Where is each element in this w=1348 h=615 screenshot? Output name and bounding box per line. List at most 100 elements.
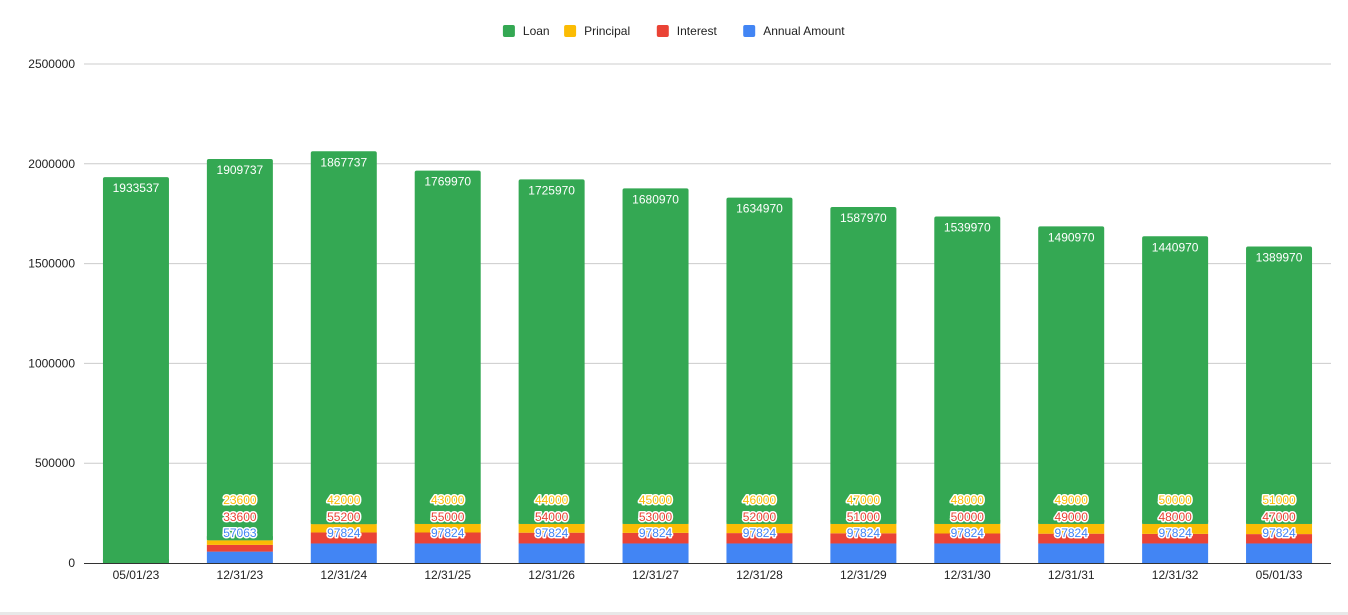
bar-annual-amount bbox=[622, 543, 689, 563]
bar-loan bbox=[414, 170, 481, 524]
data-label-annual-amount: 97824 bbox=[743, 526, 777, 540]
data-label-annual-amount: 57063 bbox=[223, 526, 257, 540]
bar-loan bbox=[1246, 246, 1313, 524]
bar-base-fill bbox=[1246, 519, 1313, 524]
legend-item: Principal bbox=[564, 24, 630, 38]
data-label-annual-amount: 97824 bbox=[1158, 526, 1192, 540]
legend-item: Annual Amount bbox=[743, 24, 845, 38]
bar-interest bbox=[414, 532, 481, 544]
bar-base-fill bbox=[830, 519, 897, 524]
bar-annual-amount bbox=[518, 543, 585, 563]
bar-principal bbox=[518, 523, 585, 533]
bar-principal bbox=[1038, 523, 1105, 534]
bar-interest bbox=[622, 532, 689, 544]
bar-annual-amount bbox=[1246, 543, 1313, 563]
bar-principal bbox=[726, 523, 793, 534]
data-label-interest: 48000 bbox=[1158, 510, 1192, 524]
data-label-annual-amount: 97824 bbox=[639, 526, 673, 540]
bar-principal bbox=[310, 524, 377, 533]
data-label-interest: 33600 bbox=[223, 510, 257, 524]
data-label-loan: 1634970 bbox=[736, 202, 783, 216]
bar-principal bbox=[1246, 523, 1313, 535]
legend: Loan Principal Interest Annual Amount bbox=[502, 24, 845, 38]
x-tick-label: 12/31/25 bbox=[424, 568, 471, 582]
bar-loan bbox=[102, 177, 169, 563]
data-label-interest: 55200 bbox=[327, 510, 361, 524]
bar-annual-amount bbox=[1142, 543, 1209, 563]
bar-loan bbox=[934, 216, 1001, 524]
x-tick-label: 12/31/29 bbox=[840, 568, 887, 582]
data-label-interest: 52000 bbox=[743, 510, 777, 524]
bar-annual-amount bbox=[1038, 543, 1105, 563]
data-label-principal: 45000 bbox=[639, 493, 673, 507]
data-label-interest: 49000 bbox=[1055, 510, 1089, 524]
bar-annual-amount bbox=[934, 543, 1001, 563]
data-label-principal: 47000 bbox=[847, 493, 881, 507]
data-label-loan: 1867737 bbox=[320, 155, 367, 169]
bar-base-fill bbox=[934, 519, 1001, 524]
data-label-loan: 1909737 bbox=[217, 163, 264, 177]
data-label-loan: 1539970 bbox=[944, 221, 991, 235]
data-label-interest: 47000 bbox=[1262, 510, 1296, 524]
bar-loan bbox=[310, 151, 377, 525]
bar-loan bbox=[1038, 226, 1105, 524]
data-label-annual-amount: 97824 bbox=[1055, 526, 1089, 540]
x-tick-label: 12/31/28 bbox=[736, 568, 783, 582]
bar-base-fill bbox=[1038, 519, 1105, 524]
data-label-annual-amount: 97824 bbox=[327, 526, 361, 540]
bar-annual-amount bbox=[726, 543, 793, 563]
data-label-principal: 46000 bbox=[743, 493, 777, 507]
legend-swatch bbox=[502, 25, 515, 37]
data-label-loan: 1769970 bbox=[424, 175, 471, 189]
bar-interest bbox=[518, 532, 585, 544]
legend-label: Loan bbox=[523, 24, 550, 38]
bar-base-fill bbox=[206, 536, 273, 541]
data-label-annual-amount: 97824 bbox=[535, 526, 569, 540]
y-tick-label: 1500000 bbox=[28, 257, 75, 271]
legend-label: Annual Amount bbox=[763, 24, 845, 38]
data-label-principal: 43000 bbox=[431, 493, 465, 507]
x-tick-label: 12/31/30 bbox=[944, 568, 991, 582]
data-label-interest: 51000 bbox=[847, 510, 881, 524]
data-label-loan: 1389970 bbox=[1256, 250, 1303, 264]
data-label-loan: 1587970 bbox=[840, 211, 887, 225]
bar-interest bbox=[1038, 533, 1105, 544]
data-label-principal: 42000 bbox=[327, 493, 361, 507]
data-label-annual-amount: 97824 bbox=[951, 526, 985, 540]
legend-label: Principal bbox=[584, 24, 630, 38]
bar-base-fill bbox=[622, 519, 689, 524]
bar-interest bbox=[726, 533, 793, 544]
data-label-principal: 44000 bbox=[535, 493, 569, 507]
legend-label: Interest bbox=[677, 24, 718, 38]
bar-loan bbox=[726, 197, 793, 524]
data-label-principal: 49000 bbox=[1055, 493, 1089, 507]
bar-base-fill bbox=[1142, 519, 1209, 524]
y-tick-label: 0 bbox=[68, 556, 75, 570]
bar-loan bbox=[622, 188, 689, 524]
data-label-principal: 51000 bbox=[1262, 493, 1296, 507]
data-label-interest: 50000 bbox=[951, 510, 985, 524]
bar-interest bbox=[310, 532, 377, 544]
data-label-annual-amount: 97824 bbox=[847, 526, 881, 540]
bar-principal bbox=[622, 523, 689, 533]
bar-interest bbox=[1246, 534, 1313, 544]
bar-base-fill bbox=[414, 519, 481, 524]
bar-principal bbox=[830, 523, 897, 534]
bar-principal bbox=[414, 523, 481, 533]
bar-loan bbox=[1142, 236, 1209, 524]
data-label-interest: 53000 bbox=[639, 510, 673, 524]
bar-interest bbox=[830, 533, 897, 544]
x-tick-label: 05/01/23 bbox=[113, 568, 160, 582]
x-tick-label: 12/31/23 bbox=[217, 568, 264, 582]
bar-interest bbox=[206, 544, 273, 552]
bar-base-fill bbox=[726, 519, 793, 524]
legend-item: Loan bbox=[502, 24, 550, 38]
bar-principal bbox=[934, 523, 1001, 534]
legend-swatch bbox=[564, 25, 577, 37]
data-label-loan: 1440970 bbox=[1152, 240, 1199, 254]
data-label-principal: 50000 bbox=[1158, 493, 1192, 507]
bar-loan bbox=[206, 159, 273, 541]
bar-annual-amount bbox=[414, 543, 481, 563]
data-label-loan: 1490970 bbox=[1048, 230, 1095, 244]
